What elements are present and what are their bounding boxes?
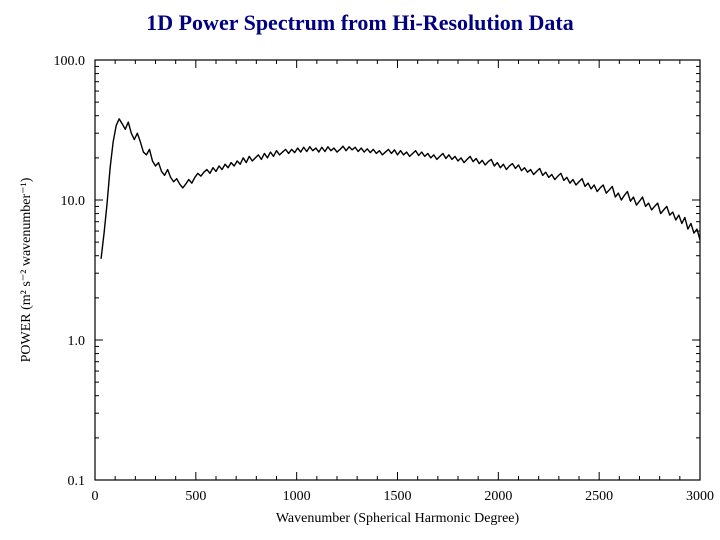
y-axis-label: POWER (m² s⁻² wavenumber⁻¹) — [19, 177, 34, 362]
y-tick-label: 0.1 — [68, 474, 86, 489]
x-axis-label: Wavenumber (Spherical Harmonic Degree) — [276, 511, 520, 526]
x-tick-label: 2000 — [484, 489, 512, 504]
x-tick-label: 0 — [92, 489, 99, 504]
x-tick-label: 1500 — [384, 489, 412, 504]
y-tick-label: 1.0 — [68, 334, 86, 349]
power-spectrum-chart: 0 500 1000 1500 2000 2500 3000 0.1 1.0 10.0 100.0 W… — [0, 40, 720, 540]
spectrum-line — [101, 119, 700, 259]
y-tick-label: 10.0 — [61, 194, 86, 209]
chart-svg: 0 500 1000 1500 2000 2500 3000 0.1 1.0 10.0 100.0 W… — [0, 40, 720, 540]
x-tick-label: 3000 — [686, 489, 714, 504]
y-tick-label: 100.0 — [54, 54, 86, 69]
x-tick-label: 1000 — [283, 489, 311, 504]
page-title: 1D Power Spectrum from Hi-Resolution Dat… — [0, 0, 720, 40]
plot-box — [95, 60, 700, 480]
x-tick-label: 500 — [185, 489, 206, 504]
x-tick-label: 2500 — [585, 489, 613, 504]
